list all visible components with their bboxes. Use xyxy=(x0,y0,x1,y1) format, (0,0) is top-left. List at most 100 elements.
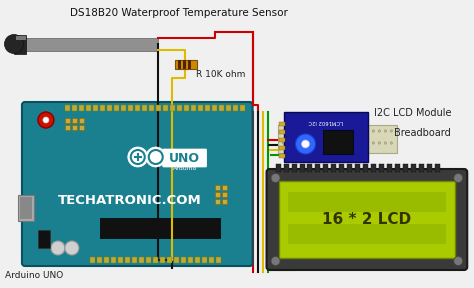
Bar xyxy=(279,130,284,134)
Bar xyxy=(90,257,95,263)
Circle shape xyxy=(65,241,79,255)
Circle shape xyxy=(283,130,285,132)
Bar xyxy=(411,164,416,172)
Bar xyxy=(215,185,219,190)
Text: R 10K ohm: R 10K ohm xyxy=(196,70,245,79)
Circle shape xyxy=(312,142,315,144)
Circle shape xyxy=(149,150,163,164)
Circle shape xyxy=(348,142,351,144)
Bar xyxy=(331,164,337,172)
Bar xyxy=(209,257,214,263)
Circle shape xyxy=(384,142,387,144)
Bar xyxy=(278,125,397,153)
Bar xyxy=(79,118,84,123)
Bar xyxy=(160,257,165,263)
Text: LCM1602 I2C: LCM1602 I2C xyxy=(309,118,343,124)
Bar xyxy=(121,105,126,111)
Bar xyxy=(215,199,219,204)
Bar xyxy=(308,164,312,172)
Circle shape xyxy=(295,134,316,154)
Bar xyxy=(283,112,368,162)
Circle shape xyxy=(318,142,321,144)
Bar xyxy=(181,257,186,263)
Bar xyxy=(107,105,112,111)
Bar xyxy=(275,164,281,172)
Bar xyxy=(427,164,432,172)
Bar xyxy=(316,164,320,172)
Bar xyxy=(132,257,137,263)
Circle shape xyxy=(294,130,297,132)
Bar xyxy=(279,146,284,150)
Bar xyxy=(222,192,227,197)
Circle shape xyxy=(454,173,463,183)
Circle shape xyxy=(51,241,65,255)
Circle shape xyxy=(360,142,363,144)
Bar xyxy=(93,105,98,111)
Bar xyxy=(356,164,360,172)
Bar xyxy=(216,257,220,263)
Circle shape xyxy=(306,130,309,132)
Bar xyxy=(79,125,84,130)
Text: Arduino: Arduino xyxy=(173,166,197,170)
Bar xyxy=(97,257,102,263)
Bar xyxy=(20,197,32,219)
Circle shape xyxy=(324,142,327,144)
Bar xyxy=(79,105,84,111)
Circle shape xyxy=(301,142,303,144)
Bar xyxy=(118,257,123,263)
Circle shape xyxy=(390,142,392,144)
Circle shape xyxy=(301,130,303,132)
Bar xyxy=(215,192,219,197)
Circle shape xyxy=(283,142,285,144)
Bar xyxy=(178,60,181,69)
Text: TECHATRONIC.COM: TECHATRONIC.COM xyxy=(58,194,201,206)
Bar xyxy=(163,105,168,111)
Bar xyxy=(183,60,186,69)
Text: 16 * 2 LCD: 16 * 2 LCD xyxy=(322,212,411,227)
Text: Arduino UNO: Arduino UNO xyxy=(5,271,63,280)
Circle shape xyxy=(348,130,351,132)
Bar xyxy=(38,230,50,248)
Bar xyxy=(177,105,182,111)
Circle shape xyxy=(38,112,54,128)
Circle shape xyxy=(4,35,23,54)
Bar xyxy=(233,105,237,111)
Bar xyxy=(283,164,289,172)
Bar xyxy=(188,60,191,69)
Circle shape xyxy=(390,130,392,132)
Circle shape xyxy=(306,142,309,144)
Bar xyxy=(188,257,193,263)
Circle shape xyxy=(354,142,356,144)
Bar xyxy=(300,164,304,172)
Bar xyxy=(364,164,368,172)
Bar xyxy=(125,257,130,263)
Bar xyxy=(347,164,353,172)
Bar xyxy=(288,192,446,212)
Circle shape xyxy=(378,142,381,144)
Bar xyxy=(111,257,116,263)
Circle shape xyxy=(336,130,338,132)
Bar xyxy=(65,105,70,111)
Circle shape xyxy=(271,257,280,266)
Bar xyxy=(142,105,147,111)
Bar xyxy=(395,164,401,172)
Text: UNO: UNO xyxy=(169,151,200,164)
Bar xyxy=(323,130,354,154)
Bar xyxy=(279,138,284,142)
Bar xyxy=(175,60,197,69)
Bar xyxy=(114,105,119,111)
Bar xyxy=(279,181,455,258)
Bar xyxy=(156,105,161,111)
Circle shape xyxy=(312,130,315,132)
Circle shape xyxy=(342,142,345,144)
Bar xyxy=(403,164,408,172)
Bar xyxy=(387,164,392,172)
Circle shape xyxy=(454,257,463,266)
Circle shape xyxy=(330,142,333,144)
Bar xyxy=(240,105,245,111)
Bar xyxy=(184,105,189,111)
Bar xyxy=(72,118,77,123)
Circle shape xyxy=(360,130,363,132)
Bar xyxy=(72,105,77,111)
Circle shape xyxy=(342,130,345,132)
